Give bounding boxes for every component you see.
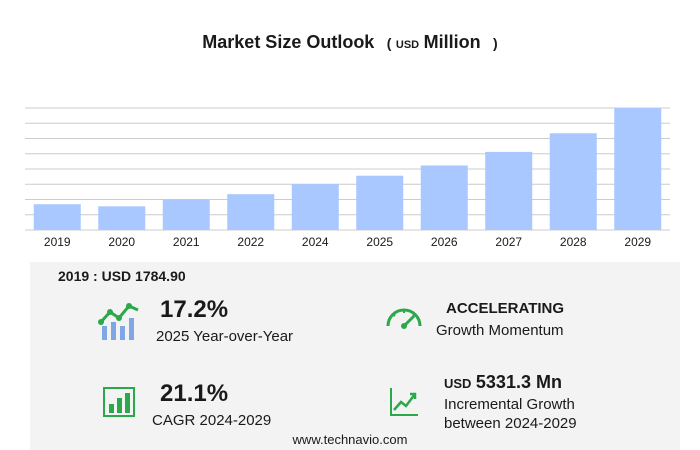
momentum-label: Growth Momentum [436, 322, 564, 339]
bar-2019 [33, 204, 81, 230]
bar-chart: 2019 2020 2021 2022 2024 2025 2026 2027 2028 2029 [25, 107, 670, 249]
bar-2021 [162, 199, 210, 230]
title-open-paren: ( [386, 35, 392, 51]
bar-2020 [98, 206, 146, 230]
title-close-paren: ) [493, 35, 498, 51]
x-tick-label: 2019 [44, 235, 71, 249]
incremental-currency: USD [444, 376, 472, 391]
x-tick-label: 2027 [495, 235, 522, 249]
x-tick-label: 2028 [560, 235, 587, 249]
cagr-value: 21.1% [160, 380, 229, 407]
x-tick-label: 2026 [431, 235, 458, 249]
x-tick-label: 2022 [237, 235, 264, 249]
incremental-value: USD 5331.3 Mn [444, 372, 562, 393]
footer-url: www.technavio.com [292, 432, 408, 447]
incremental-label-line-1: Incremental Growth [444, 396, 575, 413]
bar-2025 [356, 175, 404, 230]
x-tick-label: 2025 [366, 235, 393, 249]
x-tick-label: 2029 [624, 235, 651, 249]
title-currency: USD [395, 39, 420, 51]
bar-2026 [420, 165, 468, 230]
title-unit: Million [423, 32, 481, 52]
incremental-amount: 5331.3 Mn [475, 372, 562, 392]
bar-2029 [614, 108, 662, 230]
bar-2027 [485, 151, 533, 230]
trend-line-icon [390, 388, 418, 416]
bar-2024 [291, 184, 339, 230]
x-tick-label: 2024 [302, 235, 329, 249]
growth-chart-icon [98, 303, 139, 340]
bar-2028 [549, 133, 597, 230]
yoy-label: 2025 Year-over-Year [156, 328, 294, 345]
speedometer-icon [386, 308, 422, 329]
title-main: Market Size Outlook [202, 32, 375, 52]
incremental-label-line-2: between 2024-2029 [444, 415, 577, 432]
bar-2022 [227, 194, 275, 230]
cagr-label: CAGR 2024-2029 [152, 412, 272, 429]
yoy-value: 17.2% [160, 296, 229, 323]
summary-panel: 2019 : USD 1784.90 17.2% 2025 Year-over-… [30, 262, 680, 450]
x-tick-label: 2020 [108, 235, 135, 249]
momentum-value: ACCELERATING [446, 300, 565, 317]
bar-chart-icon [103, 387, 135, 417]
base-year-value: 2019 : USD 1784.90 [58, 268, 186, 284]
x-tick-label: 2021 [173, 235, 200, 249]
chart-title: Market Size Outlook ( USD Million ) [0, 32, 700, 53]
